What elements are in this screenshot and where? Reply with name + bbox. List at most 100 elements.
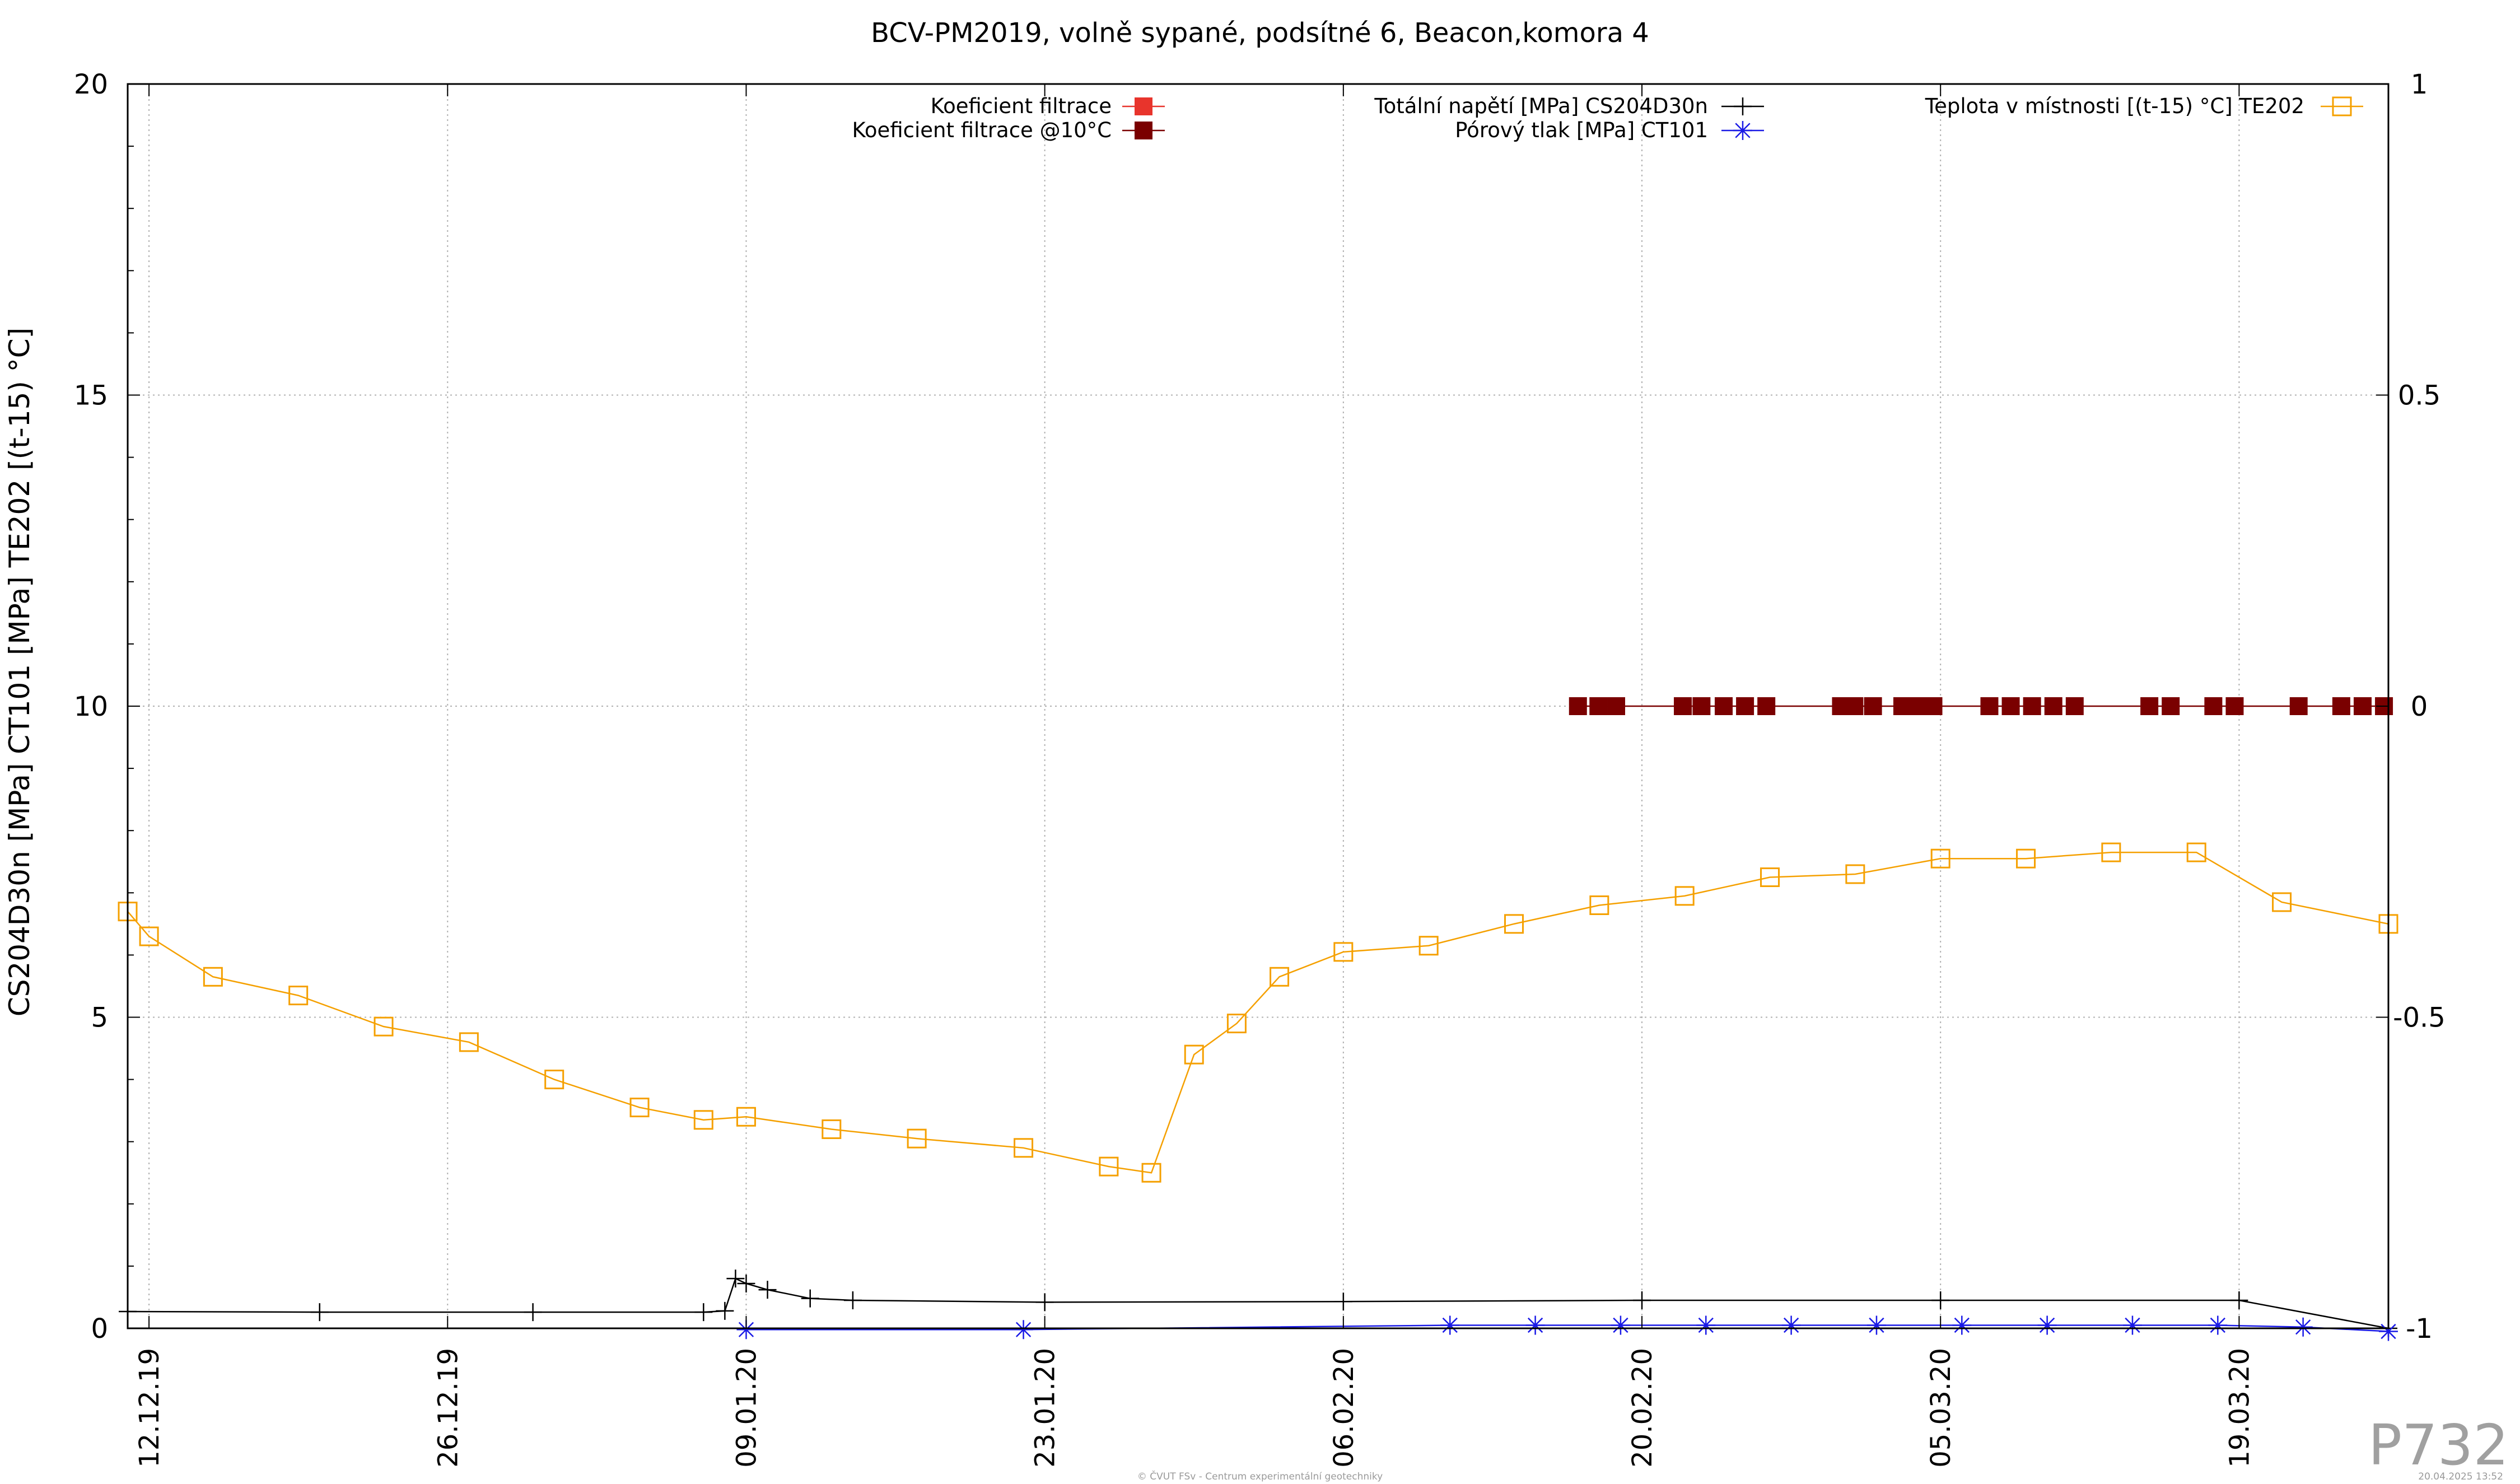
legend-label: Koeficient filtrace @10°C (852, 118, 1112, 142)
y2-tick-label: 0.5 (2398, 380, 2440, 412)
data-point (1760, 867, 1780, 888)
data-point (1845, 864, 1865, 884)
data-point (524, 1303, 542, 1322)
data-point (2353, 697, 2372, 715)
data-point (1418, 936, 1439, 956)
data-point (203, 967, 223, 987)
series-line (746, 1324, 2389, 1332)
data-point (1333, 942, 1354, 962)
data-point (2065, 697, 2084, 715)
data-point (2016, 848, 2036, 869)
data-point (1099, 1156, 1119, 1177)
footer-copyright: © ČVUT FSv - Centrum experimentální geot… (1137, 1470, 1383, 1482)
x-tick-label: 09.01.20 (731, 1348, 762, 1468)
data-point (2101, 842, 2121, 862)
legend-label: Teplota v místnosti [(t-15) °C] TE202 (1925, 94, 2304, 118)
x-tick-label: 23.01.20 (1030, 1348, 1061, 1468)
x-tick-label: 06.02.20 (1328, 1348, 1360, 1468)
data-point (1952, 1315, 1972, 1335)
data-point (1866, 1315, 1886, 1335)
data-point (736, 1107, 756, 1127)
data-point (2140, 697, 2159, 715)
data-point (1589, 697, 1608, 715)
series-line (127, 851, 2389, 1174)
y2-tick-label: -1 (2406, 1313, 2433, 1345)
y-tick-label: 10 (74, 691, 108, 722)
legend-label: Pórový tlak [MPa] CT101 (1455, 118, 1708, 142)
data-point (1184, 1044, 1204, 1065)
data-point (2272, 892, 2292, 912)
data-point (1440, 1315, 1460, 1335)
watermark: P732 (2368, 1412, 2509, 1478)
x-tick-label: 12.12.19 (134, 1348, 165, 1468)
legend-swatch-marker (1135, 97, 1152, 115)
data-point (1607, 697, 1626, 715)
y2-tick-label: -0.5 (2393, 1002, 2446, 1034)
data-point (1845, 697, 1864, 715)
data-point (2289, 697, 2308, 715)
data-point (1035, 1293, 1054, 1312)
data-point (288, 986, 309, 1006)
legend-swatch-marker (1733, 121, 1752, 140)
data-point (1633, 1291, 1651, 1309)
data-point (1270, 967, 1290, 987)
data-point (1674, 697, 1692, 715)
data-point (1696, 1315, 1716, 1335)
grid (128, 84, 2388, 1328)
data-point (1692, 697, 1711, 715)
data-point (2293, 1317, 2313, 1337)
data-point (1930, 848, 1950, 869)
data-point (736, 1320, 756, 1340)
data-point (2230, 1291, 2248, 1309)
legend-label: Koeficient filtrace (931, 94, 1112, 118)
data-point (726, 1270, 745, 1288)
data-point (843, 1291, 862, 1309)
data-point (374, 1016, 394, 1037)
data-point (2044, 697, 2062, 715)
data-point (1569, 697, 1587, 715)
data-point (694, 1303, 713, 1322)
legend-swatch-marker (1734, 97, 1752, 115)
data-point (1980, 697, 1999, 715)
data-point (139, 926, 159, 946)
series-line (127, 1277, 2389, 1329)
data-point (1781, 1315, 1801, 1335)
data-point (1715, 697, 1733, 715)
y-tick-label: 0 (91, 1313, 108, 1345)
data-point (310, 1303, 329, 1322)
legend-entry-2: Totální napětí [MPa] CS204D30n (1374, 94, 1764, 118)
data-point (1674, 886, 1695, 906)
x-tick-label: 19.03.20 (2224, 1348, 2255, 1468)
ticks: 0 5 10 15 20 -1 -0.5 0 0.5 1 12.12.19 26.12.19 09.01… (74, 69, 2446, 1468)
data-point (801, 1289, 819, 1308)
legend-entry-0: Koeficient filtrace (931, 94, 1165, 118)
y-tick-label: 5 (91, 1002, 108, 1034)
data-point (2001, 697, 2020, 715)
data-point (1909, 697, 1928, 715)
series-3 (736, 1315, 2398, 1341)
data-point (2162, 697, 2180, 715)
data-point (1014, 1320, 1033, 1340)
data-point (822, 1119, 842, 1139)
data-point (1736, 697, 1754, 715)
y-tick-label: 15 (74, 380, 108, 412)
data-point (2379, 1322, 2398, 1341)
y2-tick-label: 1 (2411, 69, 2428, 100)
data-point (1504, 914, 1524, 934)
data-point (629, 1098, 650, 1118)
y-axis-label: CS204D30n [MPa] CT101 [MPa] TE202 [(t-15… (3, 328, 36, 1016)
data-point (693, 1110, 713, 1130)
data-point (907, 1128, 927, 1149)
legend-swatch-marker (2332, 96, 2352, 116)
data-point (1226, 1014, 1247, 1034)
data-point (1757, 697, 1776, 715)
data-point (2225, 697, 2244, 715)
data-point (1525, 1315, 1545, 1335)
data-point (2122, 1315, 2142, 1335)
series-layer (118, 697, 2398, 1341)
data-point (716, 1301, 734, 1320)
y2-tick-label: 0 (2411, 691, 2428, 722)
data-point (1334, 1292, 1352, 1311)
